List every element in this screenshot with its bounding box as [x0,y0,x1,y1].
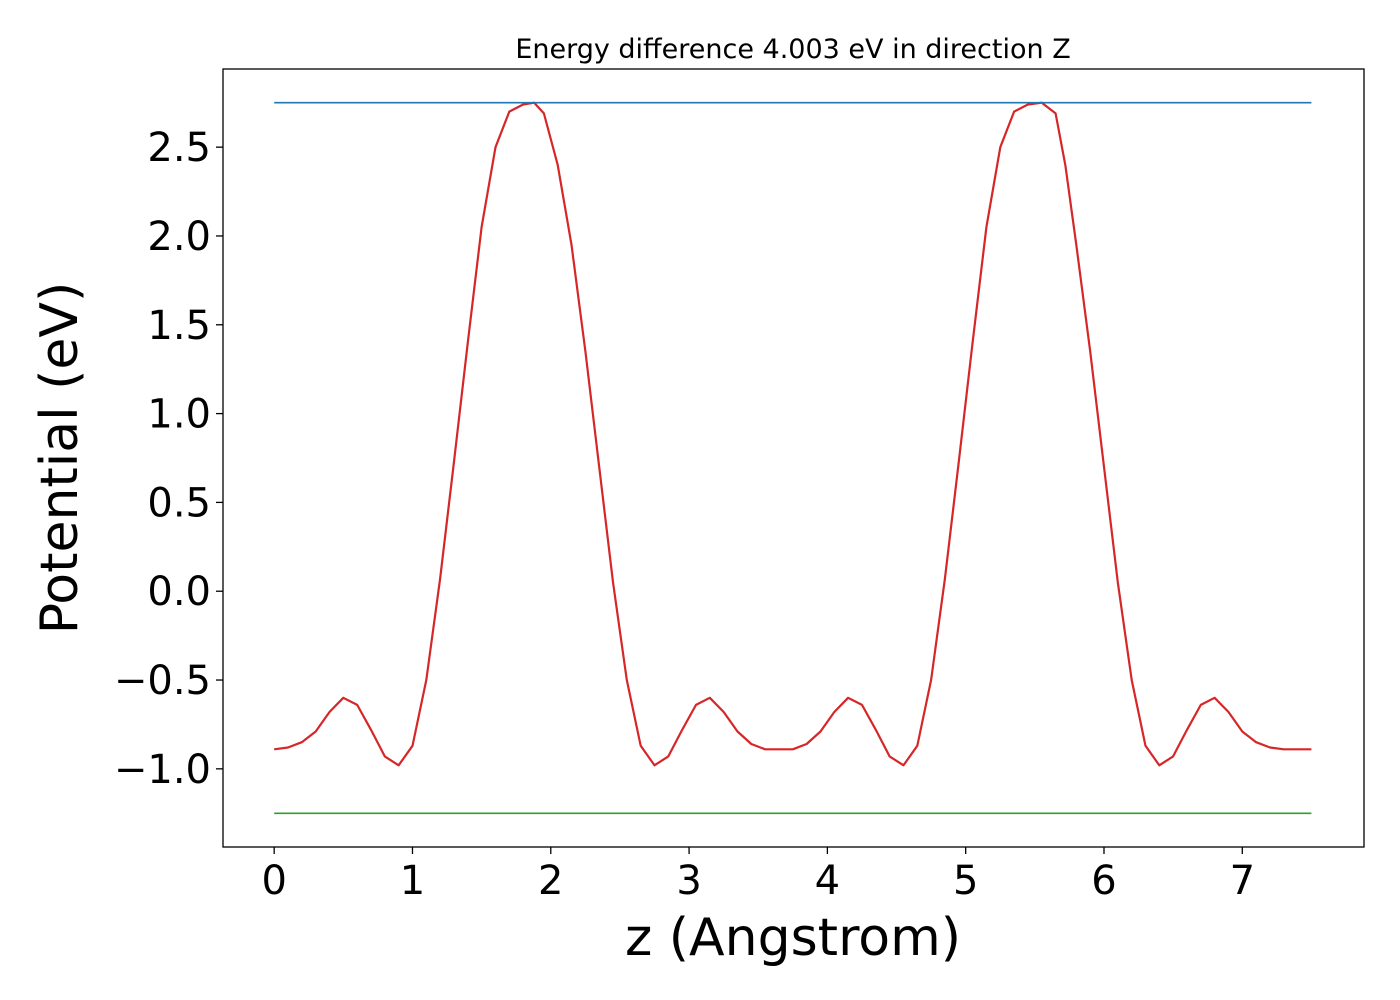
y-axis-label: Potential (eV) [30,282,90,634]
x-tick-label: 0 [261,858,286,904]
plot-series [274,101,1312,815]
x-axis-label: z (Angstrom) [625,908,961,968]
y-tick-label: 2.5 [147,125,211,171]
y-tick-label: −1.0 [114,747,211,793]
x-tick-label: 7 [1230,858,1255,904]
y-tick-label: 1.0 [147,392,211,438]
x-tick-label: 6 [1091,858,1116,904]
y-axis-ticks: −1.0 −0.5 0.0 0.5 1.0 1.5 2.0 2.5 [114,125,223,793]
y-tick-label: 0.0 [147,569,211,615]
y-tick-label: 2.0 [147,214,211,260]
plot-frame [222,68,1365,848]
x-tick-label: 4 [815,858,840,904]
y-tick-label: −0.5 [114,658,211,704]
x-tick-label: 3 [676,858,701,904]
potential-curve-line [274,101,1312,767]
chart-title: Energy difference 4.003 eV in direction … [515,34,1070,65]
x-tick-label: 5 [953,858,978,904]
y-tick-label: 1.5 [147,303,211,349]
x-tick-label: 1 [400,858,425,904]
x-tick-label: 2 [538,858,563,904]
y-tick-label: 0.5 [147,480,211,526]
x-axis-ticks: 0 1 2 3 4 5 6 7 [261,847,1255,904]
